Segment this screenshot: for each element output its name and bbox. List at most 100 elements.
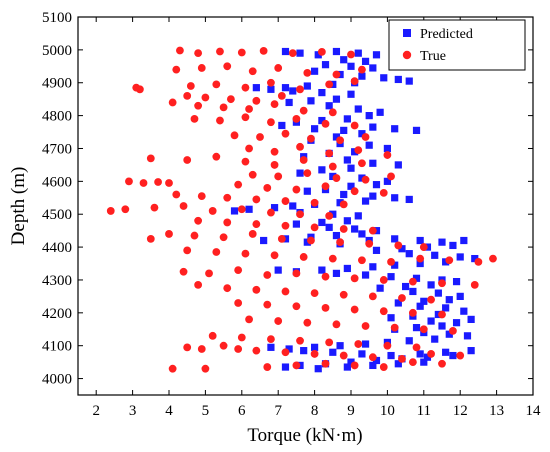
data-point-predicted bbox=[449, 351, 457, 360]
data-point-true bbox=[208, 207, 217, 215]
data-point-true bbox=[270, 100, 279, 109]
data-point-predicted bbox=[329, 348, 337, 356]
data-point-true bbox=[408, 358, 417, 367]
x-tick-label: 5 bbox=[202, 403, 210, 419]
data-point-predicted bbox=[394, 360, 402, 368]
data-point-predicted bbox=[405, 195, 413, 204]
data-point-true bbox=[234, 266, 243, 274]
data-point-true bbox=[270, 161, 279, 169]
data-point-true bbox=[172, 65, 181, 74]
data-point-predicted bbox=[376, 108, 384, 116]
data-point-true bbox=[339, 225, 348, 233]
data-point-true bbox=[263, 184, 272, 192]
data-point-true bbox=[248, 170, 257, 179]
data-point-predicted bbox=[434, 289, 442, 297]
data-point-predicted bbox=[361, 340, 370, 348]
data-point-true bbox=[252, 195, 261, 204]
data-point-predicted bbox=[267, 343, 275, 351]
data-point-true bbox=[201, 364, 210, 373]
data-point-true bbox=[408, 277, 417, 286]
data-point-true bbox=[281, 221, 290, 230]
data-point-true bbox=[281, 287, 290, 296]
data-point-true bbox=[245, 315, 253, 324]
x-tick-label: 6 bbox=[238, 403, 246, 419]
data-point-true bbox=[456, 351, 465, 360]
data-point-true bbox=[154, 178, 162, 186]
data-point-true bbox=[379, 188, 388, 197]
data-point-true bbox=[303, 318, 312, 327]
y-tick-label: 4700 bbox=[42, 141, 72, 157]
data-point-predicted bbox=[376, 284, 384, 292]
data-point-true bbox=[292, 185, 301, 194]
data-point-predicted bbox=[372, 246, 381, 254]
data-point-true bbox=[336, 136, 344, 145]
data-point-predicted bbox=[467, 347, 475, 355]
data-point-true bbox=[139, 179, 148, 187]
data-point-true bbox=[339, 351, 348, 360]
data-point-predicted bbox=[336, 199, 344, 207]
data-point-predicted bbox=[402, 282, 410, 291]
data-point-true bbox=[190, 231, 199, 240]
data-point-true bbox=[212, 248, 221, 256]
data-point-true bbox=[321, 272, 330, 281]
data-point-true bbox=[237, 333, 246, 342]
data-point-predicted bbox=[456, 253, 464, 261]
data-point-true bbox=[387, 172, 395, 181]
data-point-predicted bbox=[307, 97, 315, 105]
data-point-predicted bbox=[347, 182, 355, 190]
data-point-true bbox=[223, 193, 232, 202]
data-point-true bbox=[474, 257, 483, 266]
data-point-true bbox=[176, 46, 184, 55]
data-point-true bbox=[270, 147, 279, 156]
data-point-true bbox=[183, 343, 192, 352]
data-point-predicted bbox=[343, 115, 351, 123]
data-point-true bbox=[296, 85, 304, 94]
data-point-true bbox=[252, 285, 261, 294]
y-tick-label: 4000 bbox=[42, 372, 72, 388]
data-point-predicted bbox=[289, 87, 297, 95]
data-point-true bbox=[168, 364, 177, 373]
data-point-predicted bbox=[358, 350, 366, 358]
data-point-true bbox=[263, 271, 272, 279]
data-point-true bbox=[332, 320, 341, 329]
data-point-predicted bbox=[361, 271, 370, 279]
data-point-true bbox=[270, 251, 279, 260]
data-point-predicted bbox=[445, 330, 453, 338]
data-point-true bbox=[303, 68, 312, 77]
data-point-true bbox=[350, 305, 359, 314]
data-point-true bbox=[194, 49, 203, 58]
x-tick-label: 11 bbox=[417, 403, 431, 419]
data-point-predicted bbox=[471, 254, 479, 263]
data-point-predicted bbox=[431, 251, 439, 259]
data-point-true bbox=[339, 200, 348, 209]
data-point-predicted bbox=[412, 274, 421, 282]
data-point-predicted bbox=[391, 194, 399, 202]
data-point-true bbox=[226, 95, 235, 104]
data-point-true bbox=[419, 325, 428, 334]
data-point-true bbox=[299, 106, 308, 115]
data-point-predicted bbox=[311, 67, 319, 75]
data-point-true bbox=[489, 254, 497, 263]
data-point-predicted bbox=[267, 85, 275, 93]
data-point-predicted bbox=[343, 217, 351, 225]
data-point-true bbox=[223, 284, 232, 293]
data-point-predicted bbox=[463, 332, 472, 340]
data-point-true bbox=[106, 207, 115, 215]
data-point-predicted bbox=[405, 337, 413, 345]
data-point-predicted bbox=[252, 84, 260, 92]
data-point-predicted bbox=[372, 51, 381, 59]
data-point-true bbox=[368, 226, 377, 235]
data-point-predicted bbox=[412, 324, 421, 332]
data-point-true bbox=[234, 299, 243, 307]
data-point-true bbox=[310, 289, 319, 298]
data-point-predicted bbox=[332, 133, 341, 141]
data-point-true bbox=[325, 211, 334, 220]
data-point-true bbox=[197, 192, 206, 201]
data-point-true bbox=[194, 216, 203, 225]
data-point-true bbox=[325, 80, 334, 89]
data-point-predicted bbox=[358, 130, 366, 138]
points-layer bbox=[106, 46, 497, 373]
data-point-true bbox=[383, 151, 392, 159]
data-point-true bbox=[197, 345, 206, 353]
data-point-predicted bbox=[289, 202, 297, 210]
